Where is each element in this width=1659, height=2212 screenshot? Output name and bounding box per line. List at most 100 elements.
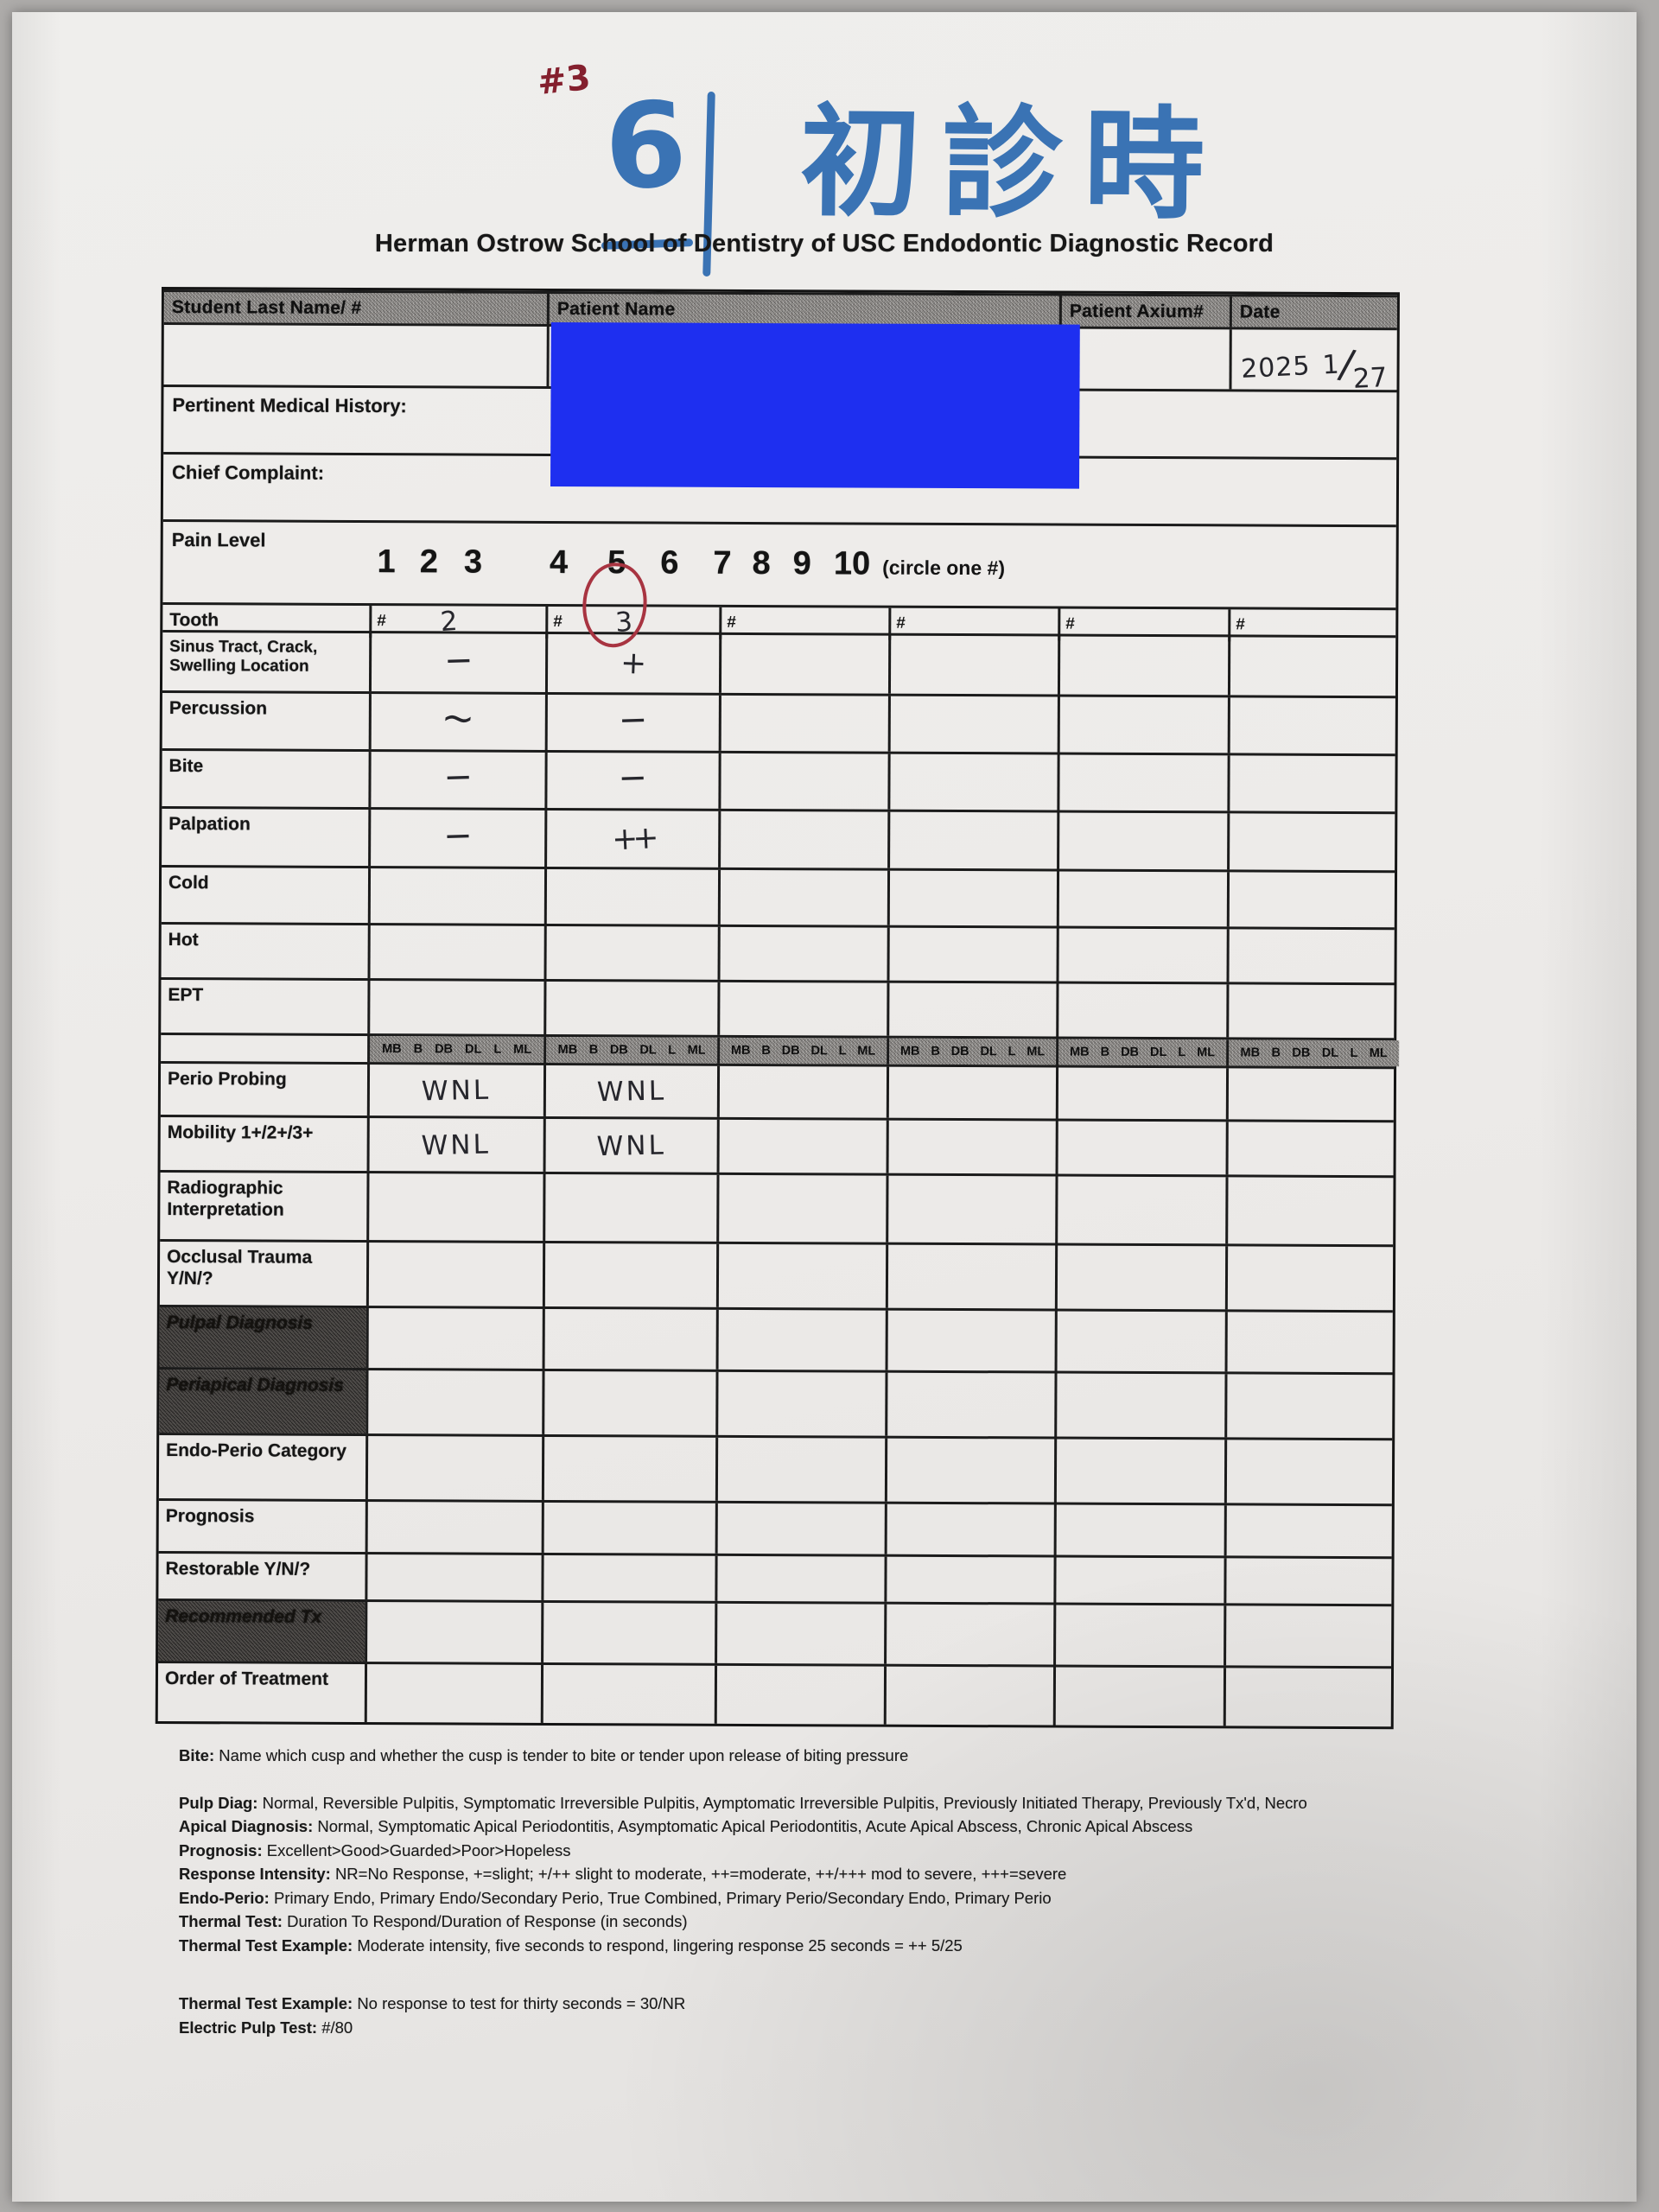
row-endoperio-cell-5 xyxy=(1053,1439,1225,1503)
row-sinus-cell-2: + xyxy=(544,633,720,693)
surface-token-b: B xyxy=(1100,1045,1110,1059)
row-palpation-cell-2: ++ xyxy=(544,810,719,868)
surface-token-mb: MB xyxy=(557,1043,578,1058)
handwritten-mark: − xyxy=(442,815,474,856)
row-order-cell-1 xyxy=(364,1664,542,1723)
pain-number-6: 6 xyxy=(660,544,679,582)
surface-token-group: MB B DB DL L ML xyxy=(370,1036,543,1063)
surface-token-mb: MB xyxy=(730,1043,751,1058)
row-radiographic-cell-3 xyxy=(716,1174,887,1243)
surface-token-mb: MB xyxy=(1070,1045,1090,1059)
row-recommended-cell-3 xyxy=(715,1603,885,1664)
surface-token-db: DB xyxy=(1121,1045,1140,1059)
footnote-gap xyxy=(179,1957,1449,1992)
row-mobility-cell-6 xyxy=(1225,1122,1399,1176)
footnote-line-7: Thermal Test: Duration To Respond/Durati… xyxy=(179,1910,1449,1934)
footnote-line-1: Bite: Name which cusp and whether the cu… xyxy=(179,1744,1449,1768)
row-percussion-cell-4 xyxy=(887,696,1058,753)
row-percussion-label: Percussion xyxy=(168,698,268,719)
date-value-cell: 2025 1/27 xyxy=(1229,329,1402,395)
row-cold-label: Cold xyxy=(168,873,209,893)
row-restorable: Restorable Y/N/? xyxy=(158,1550,1397,1605)
row-cold: Cold xyxy=(161,865,1401,928)
row-pulpal-cell-2 xyxy=(542,1308,716,1370)
row-ept: EPT xyxy=(161,977,1400,1039)
row-order-cell-4 xyxy=(883,1666,1054,1726)
row-percussion-cell-5 xyxy=(1057,696,1228,753)
surface-token-mb: MB xyxy=(382,1042,402,1057)
handwritten-mark: WNL xyxy=(421,1074,492,1107)
surface-token-dl: DL xyxy=(464,1042,482,1057)
row-bite-cell-4 xyxy=(887,753,1058,810)
tooth-number-value xyxy=(719,619,871,629)
surface-header-cell-2: MB B DB DL L ML xyxy=(543,1036,718,1064)
surface-token-l: L xyxy=(668,1043,677,1058)
row-restorable-cell-2 xyxy=(541,1554,715,1601)
row-occlusal-cell-3 xyxy=(715,1243,887,1308)
surface-token-group: MB B DB DL L ML xyxy=(546,1037,717,1064)
surface-token-group: MB B DB DL L ML xyxy=(889,1039,1056,1065)
footnote-line-3: Apical Diagnosis: Normal, Symptomatic Ap… xyxy=(179,1815,1449,1839)
row-recommended-label: Recommended Tx xyxy=(158,1600,365,1662)
surface-token-l: L xyxy=(493,1042,502,1057)
pain-number-9: 9 xyxy=(792,545,811,582)
row-endoperio: Endo-Perio Category xyxy=(158,1433,1398,1504)
footnote-line-8: Thermal Test Example: Moderate intensity… xyxy=(179,1934,1449,1958)
surface-token-group: MB B DB DL L ML xyxy=(720,1038,887,1065)
surface-header-cell-5: MB B DB DL L ML xyxy=(1056,1039,1227,1066)
tooth-number-value xyxy=(888,620,1040,630)
surface-header-cell-4: MB B DB DL L ML xyxy=(887,1038,1057,1065)
row-mobility-cell-1: WNL xyxy=(366,1118,543,1172)
footnote-gap xyxy=(179,1768,1449,1791)
footnote-label: Thermal Test Example: xyxy=(179,1936,353,1955)
surface-token-db: DB xyxy=(950,1044,969,1059)
row-cold-cell-4 xyxy=(887,870,1058,926)
footnote-text: Normal, Symptomatic Apical Periodontitis… xyxy=(317,1817,1193,1835)
row-restorable-cell-4 xyxy=(884,1556,1054,1603)
row-perio-cell-6 xyxy=(1225,1068,1400,1121)
pain-scale-numbers: 1 2 3 4 5 6 7 8 9 10 (circle one #) xyxy=(378,543,1006,583)
row-mobility-cell-3 xyxy=(716,1119,887,1173)
footnote-label: Electric Pulp Test: xyxy=(179,2018,318,2037)
row-palpation-cell-5 xyxy=(1057,812,1228,870)
row-recommended-cell-1 xyxy=(365,1602,542,1662)
row-radiographic-label: Radiographic Interpretation xyxy=(167,1178,284,1220)
row-palpation-cell-6 xyxy=(1227,813,1401,871)
row-ept-label: EPT xyxy=(168,985,204,1006)
footnote-line-6: Endo-Perio: Primary Endo, Primary Endo/S… xyxy=(179,1886,1449,1910)
row-order-label: Order of Treatment xyxy=(164,1669,329,1689)
row-mobility-label: Mobility 1+/2+/3+ xyxy=(167,1122,314,1143)
row-bite: Bite − − xyxy=(162,748,1401,812)
pain-number-10: 10 xyxy=(833,545,871,582)
header-axium-cell: Patient Axium# xyxy=(1058,296,1230,327)
tooth-number-value xyxy=(1228,620,1383,631)
row-periapical-cell-6 xyxy=(1224,1374,1398,1439)
row-sinus-cell-5 xyxy=(1057,636,1229,696)
handwritten-visit-note: 初診時 xyxy=(799,92,1226,238)
row-radiographic-cell-6 xyxy=(1225,1177,1399,1245)
row-hot-cell-4 xyxy=(887,927,1057,982)
row-restorable-cell-6 xyxy=(1224,1558,1397,1605)
row-palpation-cell-1: − xyxy=(368,810,545,867)
handwritten-mark: − xyxy=(618,699,649,741)
row-pulpal-cell-5 xyxy=(1054,1311,1225,1372)
pain-level-row: Pain Level 1 2 3 4 5 6 7 8 9 10 (circle one #) xyxy=(162,519,1396,608)
row-pulpal-cell-3 xyxy=(715,1309,886,1370)
pain-number-8: 8 xyxy=(752,544,771,582)
tooth-hash-sign: # xyxy=(896,614,906,633)
footnote-text: Duration To Respond/Duration of Response… xyxy=(287,1912,688,1930)
row-radiographic-cell-5 xyxy=(1055,1176,1226,1244)
row-recommended-cell-5 xyxy=(1053,1605,1224,1666)
row-cold-cell-1 xyxy=(367,868,545,924)
row-perio-cell-2: WNL xyxy=(543,1065,718,1117)
surface-token-b: B xyxy=(931,1044,940,1058)
pain-level-label: Pain Level xyxy=(171,529,266,551)
surface-token-db: DB xyxy=(435,1042,454,1057)
row-hot-cell-5 xyxy=(1056,928,1227,982)
footnote-label: Thermal Test Example: xyxy=(179,1994,353,2012)
row-cold-cell-6 xyxy=(1226,872,1401,928)
row-prognosis-cell-2 xyxy=(541,1502,715,1554)
surface-token-ml: ML xyxy=(857,1044,876,1058)
handwritten-mark: + xyxy=(620,645,647,682)
row-order-cell-5 xyxy=(1052,1667,1224,1726)
